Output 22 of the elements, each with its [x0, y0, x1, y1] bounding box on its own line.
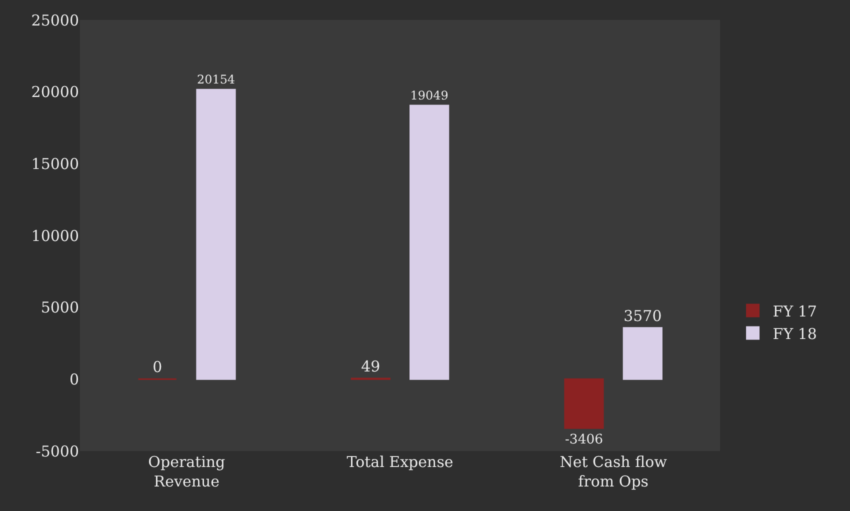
y-tick-label: 5000: [40, 298, 79, 317]
y-tick-label: 20000: [31, 83, 79, 102]
data-label: 49: [361, 357, 380, 376]
bar: [410, 104, 450, 380]
data-label: -3406: [564, 432, 604, 448]
y-tick-label: 0: [69, 370, 79, 388]
y-tick-label: -5000: [36, 442, 79, 460]
data-label: 19049: [410, 88, 448, 102]
y-tick-label: 10000: [31, 226, 79, 245]
data-label: 20154: [196, 72, 236, 86]
y-tick-label: 15000: [31, 154, 79, 173]
legend-label: FY 17: [772, 302, 817, 320]
x-tick-label: Operating Revenue: [148, 453, 226, 490]
legend-label: FY 18: [772, 324, 817, 343]
bar: [196, 88, 236, 380]
x-tick-label: Total Expense: [346, 453, 454, 471]
bar: [564, 378, 604, 429]
data-label: 3570: [624, 306, 662, 325]
bar: [622, 327, 662, 380]
x-tick-label: Net Cash flow from Ops: [560, 453, 668, 490]
data-label: 0: [152, 358, 162, 376]
y-tick-label: 25000: [31, 11, 79, 30]
